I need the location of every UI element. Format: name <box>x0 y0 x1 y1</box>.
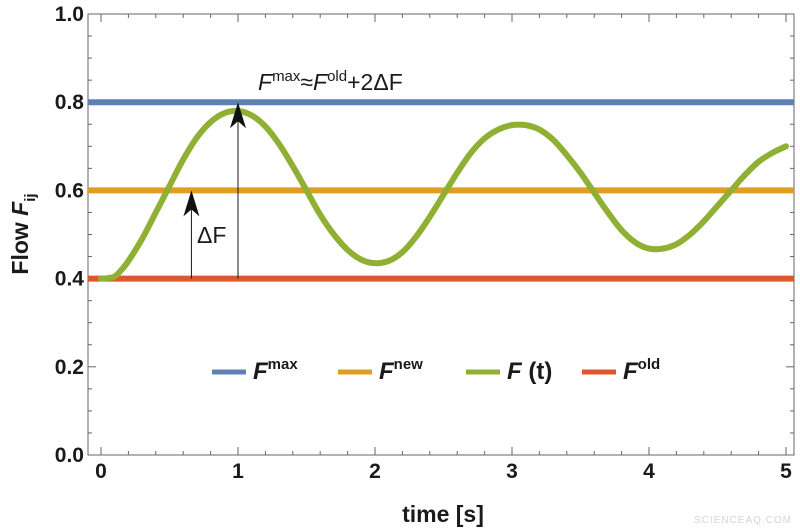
formula-sup-1: max <box>272 68 301 85</box>
legend-var-max: F <box>253 358 269 385</box>
watermark: SCIENCEAQ.COM <box>693 515 792 526</box>
x-tick-label: 5 <box>780 460 792 483</box>
legend-rest-ft: (t) <box>522 358 553 385</box>
legend-label-ft: F (t) <box>507 358 552 385</box>
legend-sup-new: new <box>394 356 424 373</box>
y-axis-title: Flow Fij <box>7 193 39 274</box>
legend-sup-old: old <box>638 356 661 373</box>
formula-sup-2: old <box>327 68 347 85</box>
x-tick-label: 4 <box>643 460 655 483</box>
annotation-arrows <box>183 102 246 279</box>
legend-label-max: Fmax <box>253 356 298 385</box>
formula-var-1: F <box>258 69 274 95</box>
y-tick-label: 0.6 <box>55 179 84 202</box>
formula-op: ≈ <box>300 69 313 95</box>
y-tick-label: 0.0 <box>55 444 84 467</box>
legend-sup-max: max <box>268 356 299 373</box>
delta-f-label: ΔF <box>197 222 226 248</box>
y-tick-label: 0.4 <box>55 268 85 291</box>
y-tick-label: 0.8 <box>55 91 85 114</box>
legend: Fmax Fnew F (t) Fold <box>212 356 660 385</box>
axis-ticks <box>88 13 794 456</box>
legend-var-old: F <box>623 358 639 385</box>
formula-var-2: F <box>313 69 329 95</box>
y-tick-labels: 0.0 0.2 0.4 0.6 0.8 1.0 <box>55 3 85 467</box>
y-tick-label: 0.2 <box>55 356 84 379</box>
x-tick-label: 1 <box>232 460 244 483</box>
y-axis-title-prefix: Flow <box>7 216 33 275</box>
series-line-ft <box>98 107 789 282</box>
x-tick-labels: 0 1 2 3 4 5 <box>95 460 792 483</box>
legend-var-ft: F <box>507 358 523 385</box>
y-tick-label: 1.0 <box>55 3 84 26</box>
formula-annotation: Fmax≈Fold+2ΔF <box>258 68 403 95</box>
arrow-small-head <box>183 190 200 217</box>
legend-label-old: Fold <box>623 356 660 385</box>
x-tick-label: 3 <box>506 460 518 483</box>
formula-tail: +2ΔF <box>347 69 403 95</box>
arrow-large-head <box>230 102 246 129</box>
x-axis-title: time [s] <box>402 501 484 527</box>
legend-var-new: F <box>379 358 395 385</box>
x-tick-label: 0 <box>95 460 107 483</box>
legend-label-new: Fnew <box>379 356 423 385</box>
series-layer <box>88 99 794 282</box>
y-axis-title-var: F <box>7 201 33 216</box>
x-tick-label: 2 <box>369 460 381 483</box>
y-axis-title-sub: ij <box>22 193 39 201</box>
